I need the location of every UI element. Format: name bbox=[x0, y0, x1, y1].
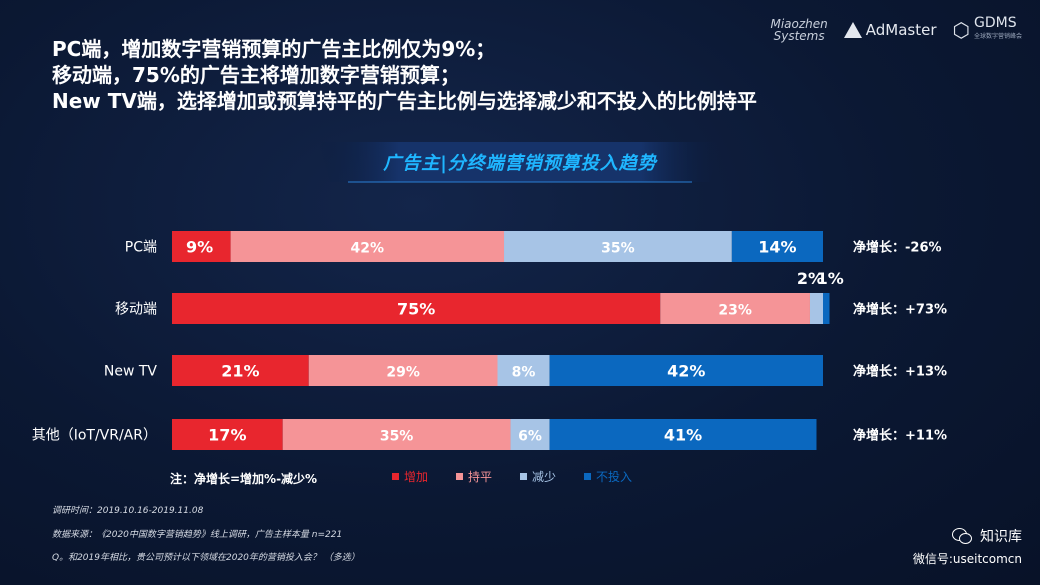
legend-item: 增加 bbox=[392, 468, 428, 485]
bar-segment bbox=[731, 231, 823, 262]
admaster-triangle-icon bbox=[843, 22, 862, 38]
bar-segment bbox=[172, 231, 231, 262]
data-label: 8% bbox=[512, 365, 536, 381]
bar-segment bbox=[497, 355, 550, 386]
data-label: 17% bbox=[208, 426, 246, 445]
bar-segment bbox=[230, 231, 505, 262]
bar-segment bbox=[172, 419, 283, 450]
bar-segment bbox=[823, 293, 830, 324]
data-label: 23% bbox=[718, 303, 752, 319]
bar-segment bbox=[510, 419, 550, 450]
data-label: 75% bbox=[397, 300, 435, 319]
gdms-logo-name: GDMS bbox=[973, 15, 1017, 31]
headline-line-1: PC端，增加数字营销预算的广告主比例仅为9%； bbox=[52, 37, 496, 61]
legend-item: 减少 bbox=[520, 468, 556, 485]
gdms-logo: ⬡ GDMS 全球数字营销峰会 bbox=[953, 16, 1022, 44]
legend-swatch bbox=[584, 473, 592, 480]
data-label: 35% bbox=[601, 241, 635, 257]
category-label: 其他（IoT/VR/AR） bbox=[32, 428, 157, 444]
gdms-hexagon-icon: ⬡ bbox=[952, 18, 970, 42]
headline-line-3: New TV端，选择增加或预算持平的广告主比例与选择减少和不投入的比例持平 bbox=[52, 89, 757, 113]
chart-note: 注：净增长=增加%-减少% bbox=[170, 472, 318, 486]
bar-segment bbox=[549, 355, 823, 386]
legend-item: 不投入 bbox=[584, 468, 632, 485]
net-growth-label: 净增长：-26% bbox=[853, 240, 942, 256]
net-growth-label: 净增长：+13% bbox=[853, 364, 947, 380]
miaozhen-logo: Miaozhen Systems bbox=[770, 18, 827, 42]
stacked-bar-chart: PC端 9% 42% 35% 14% 净增长：-26% 移动端 75% 23% 2%1% 净增长：+… bbox=[32, 231, 947, 450]
data-label: 42% bbox=[351, 241, 385, 257]
net-growth-label: 净增长：+11% bbox=[853, 428, 947, 444]
bar-segment bbox=[282, 419, 511, 450]
chart-title: 广告主|分终端营销预算投入趋势 bbox=[383, 153, 657, 174]
gdms-logo-subtitle: 全球数字营销峰会 bbox=[973, 33, 1022, 40]
chart-title-banner: 广告主|分终端营销预算投入趋势 bbox=[318, 140, 722, 184]
brand-watermark: 知识库 微信号:useitcomcn bbox=[913, 526, 1022, 567]
bar-segment bbox=[308, 355, 498, 386]
brand-name: 知识库 bbox=[980, 529, 1022, 545]
category-label: New TV bbox=[104, 364, 158, 380]
bar-segment bbox=[504, 231, 732, 262]
bar-segment bbox=[172, 355, 309, 386]
data-label: 2% bbox=[797, 269, 824, 288]
footer-survey-time: 调研时间：2019.10.16-2019.11.08 bbox=[52, 506, 204, 516]
headline-line-2: 移动端，75%的广告主将增加数字营销预算； bbox=[52, 63, 460, 87]
bar-segment bbox=[809, 293, 823, 324]
data-label: 21% bbox=[221, 362, 259, 381]
admaster-logo-text: AdMaster bbox=[865, 21, 937, 39]
chart-legend: 增加 持平 减少 不投入 bbox=[392, 468, 632, 485]
data-label: 29% bbox=[386, 365, 420, 381]
legend-label: 持平 bbox=[468, 470, 493, 484]
data-label: 14% bbox=[758, 238, 796, 257]
data-label: 9% bbox=[186, 238, 213, 257]
legend-swatch bbox=[456, 473, 464, 480]
bar-segment bbox=[172, 293, 661, 324]
data-label: 42% bbox=[667, 362, 705, 381]
bar-segment bbox=[660, 293, 810, 324]
legend-label: 不投入 bbox=[596, 470, 633, 484]
partner-logos: Miaozhen Systems AdMaster ⬡ GDMS 全球数字营销峰… bbox=[770, 16, 1022, 44]
gdms-logo-text: GDMS 全球数字营销峰会 bbox=[974, 16, 1022, 44]
legend-label: 增加 bbox=[404, 470, 429, 484]
data-label: 6% bbox=[518, 429, 542, 445]
miaozhen-logo-line-1: Miaozhen bbox=[770, 17, 828, 31]
banner-background bbox=[318, 142, 722, 183]
category-label: PC端 bbox=[125, 240, 157, 256]
footer-source: 数据来源：《2020中国数字营销趋势》线上调研，广告主样本量 n=221 bbox=[52, 530, 343, 540]
legend-swatch bbox=[520, 473, 528, 480]
admaster-logo: AdMaster bbox=[843, 21, 937, 39]
brand-wechat-id: 微信号:useitcomcn bbox=[912, 552, 1022, 566]
bar-segment bbox=[549, 419, 817, 450]
wechat-icon bbox=[952, 528, 972, 544]
data-label: 1% bbox=[817, 269, 844, 288]
legend-item: 持平 bbox=[456, 468, 492, 485]
miaozhen-logo-line-2: Systems bbox=[773, 29, 825, 43]
headline: PC端，增加数字营销预算的广告主比例仅为9%； 移动端，75%的广告主将增加数字… bbox=[52, 36, 757, 114]
data-label: 41% bbox=[664, 426, 702, 445]
category-label: 移动端 bbox=[115, 302, 157, 318]
footer-question: Q。和2019年相比，贵公司预计以下领域在2020年的营销投入会？ （多选） bbox=[52, 553, 360, 563]
legend-swatch bbox=[392, 473, 399, 480]
legend-label: 减少 bbox=[532, 470, 557, 484]
net-growth-label: 净增长：+73% bbox=[853, 302, 947, 318]
data-label: 35% bbox=[380, 429, 414, 445]
